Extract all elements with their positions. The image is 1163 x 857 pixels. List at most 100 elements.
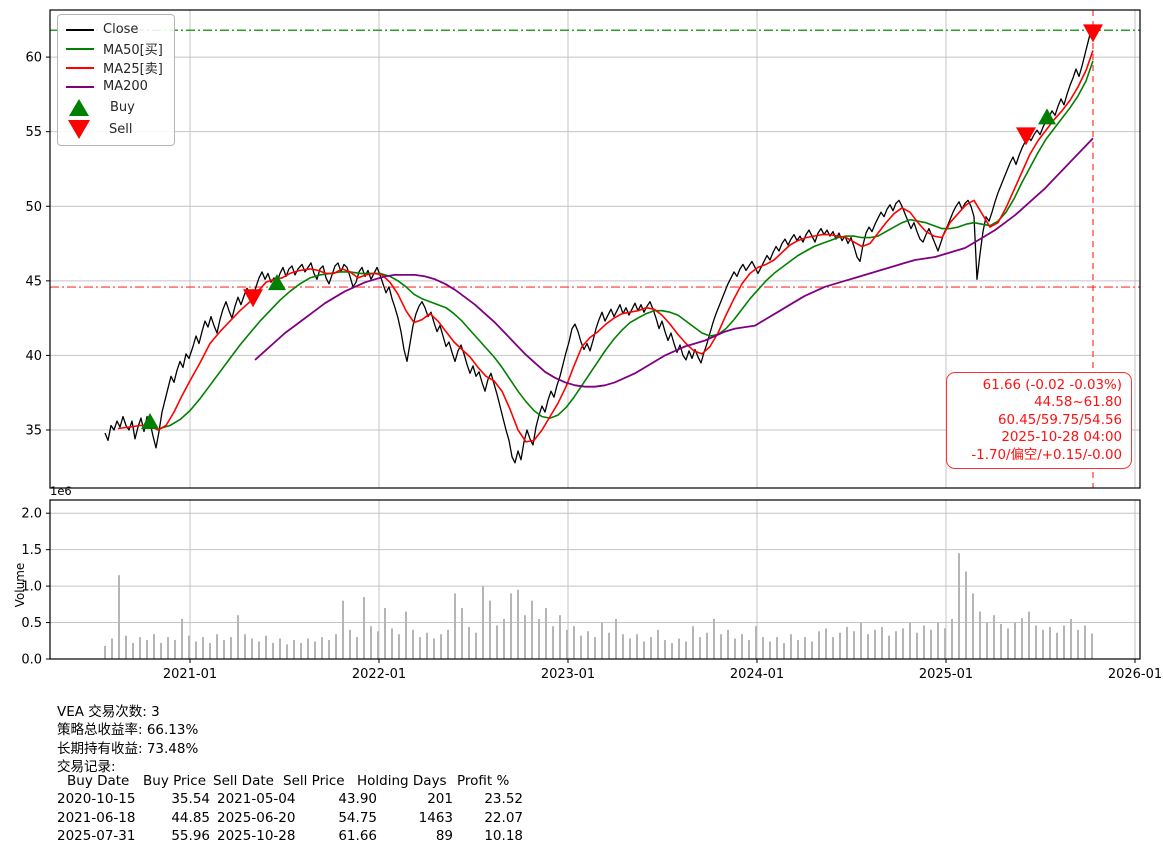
volume-bar: [440, 634, 442, 659]
volume-bar: [181, 618, 183, 659]
sell-marker: [1083, 24, 1103, 43]
volume-bar: [447, 629, 449, 659]
legend-item-buy: Buy: [66, 96, 170, 118]
volume-bar: [776, 637, 778, 659]
volume-bar: [398, 634, 400, 659]
volume-bar: [468, 626, 470, 659]
buy-triangle-icon: [69, 98, 89, 116]
volume-bar: [979, 611, 981, 659]
volume-bar: [1021, 618, 1023, 659]
volume-bar: [622, 634, 624, 659]
volume-bar: [552, 626, 554, 659]
price-panel-frame: [49, 9, 1141, 489]
volume-bar: [454, 593, 456, 659]
date-tick-label: 2021-01: [163, 667, 217, 682]
volume-bar: [909, 622, 911, 659]
volume-bar: [818, 631, 820, 659]
volume-bar: [279, 638, 281, 659]
legend-label: MA200: [103, 79, 148, 94]
volume-bar: [482, 586, 484, 659]
volume-bar: [643, 641, 645, 659]
legend-item-sell: Sell: [66, 118, 170, 140]
volume-bar: [1056, 632, 1058, 659]
stat-strategy-return: 策略总收益率: 66.13%: [57, 722, 199, 738]
trade-holding-days: 1463: [418, 810, 453, 826]
volume-bar: [356, 637, 358, 659]
annotation-ma-values: 60.45/59.75/54.56: [997, 412, 1122, 428]
volume-bar: [650, 637, 652, 659]
volume-tick-label: 0.5: [21, 616, 42, 631]
volume-bar: [132, 642, 134, 659]
trade-buy-date: 2025-07-31: [57, 828, 136, 844]
volume-bar: [734, 638, 736, 659]
volume-bar: [517, 589, 519, 659]
date-tick-label: 2022-01: [352, 667, 406, 682]
volume-bar: [405, 611, 407, 659]
legend-label: Close: [103, 22, 139, 37]
volume-bar: [874, 629, 876, 659]
volume-bar: [678, 638, 680, 659]
volume-bar: [699, 637, 701, 659]
price-tick-label: 55: [25, 125, 42, 140]
volume-bar: [349, 629, 351, 659]
volume-bar: [202, 637, 204, 659]
volume-bar: [629, 638, 631, 659]
volume-bar: [272, 642, 274, 659]
volume-bar: [1091, 633, 1093, 659]
volume-bar: [958, 553, 960, 659]
volume-bar: [986, 622, 988, 659]
date-tick-label: 2025-01: [919, 667, 973, 682]
volume-bar: [258, 641, 260, 659]
volume-bar: [713, 618, 715, 659]
trade-sell-price: 54.75: [338, 810, 377, 826]
volume-bar: [1070, 618, 1072, 659]
volume-bar: [370, 626, 372, 659]
volume-bar: [1063, 625, 1065, 659]
volume-bar: [783, 642, 785, 659]
volume-bar: [881, 626, 883, 659]
volume-bar: [496, 625, 498, 659]
date-tick-label: 2026-01: [1108, 667, 1162, 682]
volume-bar: [594, 637, 596, 659]
legend-item-ma25: MA25[卖]: [66, 58, 170, 77]
volume-panel-frame: [49, 499, 1141, 660]
volume-bar: [755, 626, 757, 659]
volume-bar: [937, 622, 939, 659]
volume-bar: [930, 629, 932, 659]
volume-bar: [321, 637, 323, 659]
volume-bar: [524, 615, 526, 659]
buy-marker: [141, 412, 159, 429]
volume-tick-label: 1.0: [21, 580, 42, 595]
legend-label: Sell: [109, 121, 133, 137]
volume-axis-label: Volume: [13, 562, 27, 608]
volume-bar: [902, 628, 904, 659]
volume-bar: [587, 631, 589, 659]
annotation-datetime: 2025-10-28 04:00: [1001, 430, 1122, 446]
volume-bar: [503, 618, 505, 659]
volume-bar: [916, 632, 918, 659]
volume-bar: [692, 626, 694, 659]
trade-col-header: Profit %: [457, 773, 510, 789]
annotation-last-price: 61.66 (-0.02 -0.03%): [982, 378, 1122, 393]
volume-bar: [972, 593, 974, 659]
trade-col-header: Buy Date: [67, 773, 130, 789]
volume-bar: [1084, 625, 1086, 659]
volume-bar: [860, 622, 862, 659]
annotation-signal: -1.70/偏空/+0.15/-0.00: [971, 447, 1122, 463]
volume-bar: [1077, 629, 1079, 659]
volume-bar: [748, 640, 750, 659]
volume-bar: [1028, 611, 1030, 659]
legend-label: MA25[卖]: [103, 62, 163, 77]
volume-bar: [832, 637, 834, 659]
legend-line-sample: [66, 85, 94, 88]
trade-sell-price: 43.90: [338, 791, 377, 807]
volume-bar: [293, 640, 295, 659]
legend-item-ma50: MA50[买]: [66, 39, 170, 58]
legend-label: Buy: [110, 99, 135, 115]
volume-bar: [923, 625, 925, 659]
volume-bar: [174, 640, 176, 659]
volume-bar: [720, 634, 722, 659]
volume-bar: [300, 642, 302, 659]
volume-bar: [727, 629, 729, 659]
date-tick-label: 2023-01: [541, 667, 595, 682]
